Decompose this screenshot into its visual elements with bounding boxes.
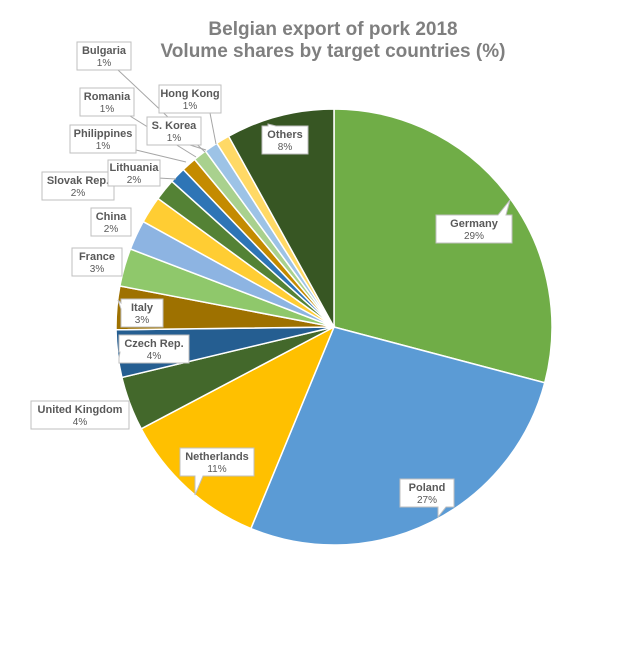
pie-slices [115, 108, 553, 546]
data-label-value: 29% [464, 231, 484, 242]
pie-slice-poland [249, 326, 546, 546]
data-label-name: Hong Kong [160, 88, 219, 100]
data-label-box [79, 87, 135, 117]
data-label-name: Poland [409, 482, 446, 494]
data-label-value: 11% [207, 464, 226, 475]
data-label-box [146, 116, 202, 146]
pie-slice-others [227, 108, 335, 328]
data-label-name: Bulgaria [82, 45, 127, 57]
data-label-box [71, 247, 123, 277]
data-label-name: Lithuania [110, 162, 160, 174]
data-label-box [30, 400, 130, 430]
data-label-value: 3% [135, 315, 150, 326]
data-label-name: Italy [131, 302, 154, 314]
data-label-box [179, 447, 255, 496]
data-label-value: 1% [167, 133, 182, 144]
pie-slice-netherlands [140, 325, 336, 530]
data-label-slovak-rep: Slovak Rep.2% [41, 171, 115, 201]
chart-title-line-1: Belgian export of pork 2018 [208, 19, 457, 40]
chart-title-line-2: Volume shares by target countries (%) [161, 41, 506, 62]
data-label-value: 2% [71, 188, 86, 199]
data-label-value: 27% [417, 495, 437, 506]
data-label-box [261, 123, 309, 155]
data-label-box [118, 334, 190, 364]
data-label-name: Philippines [74, 128, 133, 140]
data-label-value: 3% [90, 264, 105, 275]
data-label-name: Netherlands [185, 451, 249, 463]
pie-slice-germany [333, 108, 553, 384]
data-label-box [90, 207, 132, 237]
leader-line-lithuania [157, 177, 177, 180]
data-label-box [69, 124, 137, 154]
data-label-name: Germany [450, 218, 499, 230]
leader-line-philippines [135, 149, 187, 163]
data-label-box [435, 199, 513, 244]
data-label-value: 4% [73, 417, 88, 428]
data-label-box [399, 478, 455, 519]
leader-line-hong-kong [209, 112, 217, 145]
data-label-box [107, 159, 161, 187]
data-label-value: 8% [278, 142, 293, 153]
data-label-name: Czech Rep. [124, 338, 183, 350]
data-label-value: 1% [183, 101, 198, 112]
data-label-name: Romania [84, 91, 131, 103]
data-label-value: 1% [96, 141, 111, 152]
data-label-value: 1% [100, 104, 115, 115]
data-label-box [76, 41, 132, 71]
leader-line-s-korea [189, 144, 207, 151]
data-label-box [117, 298, 164, 328]
data-label-value: 2% [127, 175, 142, 186]
data-label-name: United Kingdom [38, 404, 123, 416]
data-label-value: 4% [147, 351, 162, 362]
data-label-box [158, 84, 222, 114]
data-label-value: 2% [104, 224, 119, 235]
data-label-value: 1% [97, 58, 112, 69]
data-label-name: Slovak Rep. [47, 175, 109, 187]
data-label-name: S. Korea [152, 120, 198, 132]
data-label-name: Others [267, 129, 302, 141]
data-label-name: China [96, 211, 127, 223]
data-label-czech-rep: Czech Rep.4% [118, 334, 190, 364]
data-label-box [41, 171, 115, 201]
data-label-name: France [79, 251, 115, 263]
